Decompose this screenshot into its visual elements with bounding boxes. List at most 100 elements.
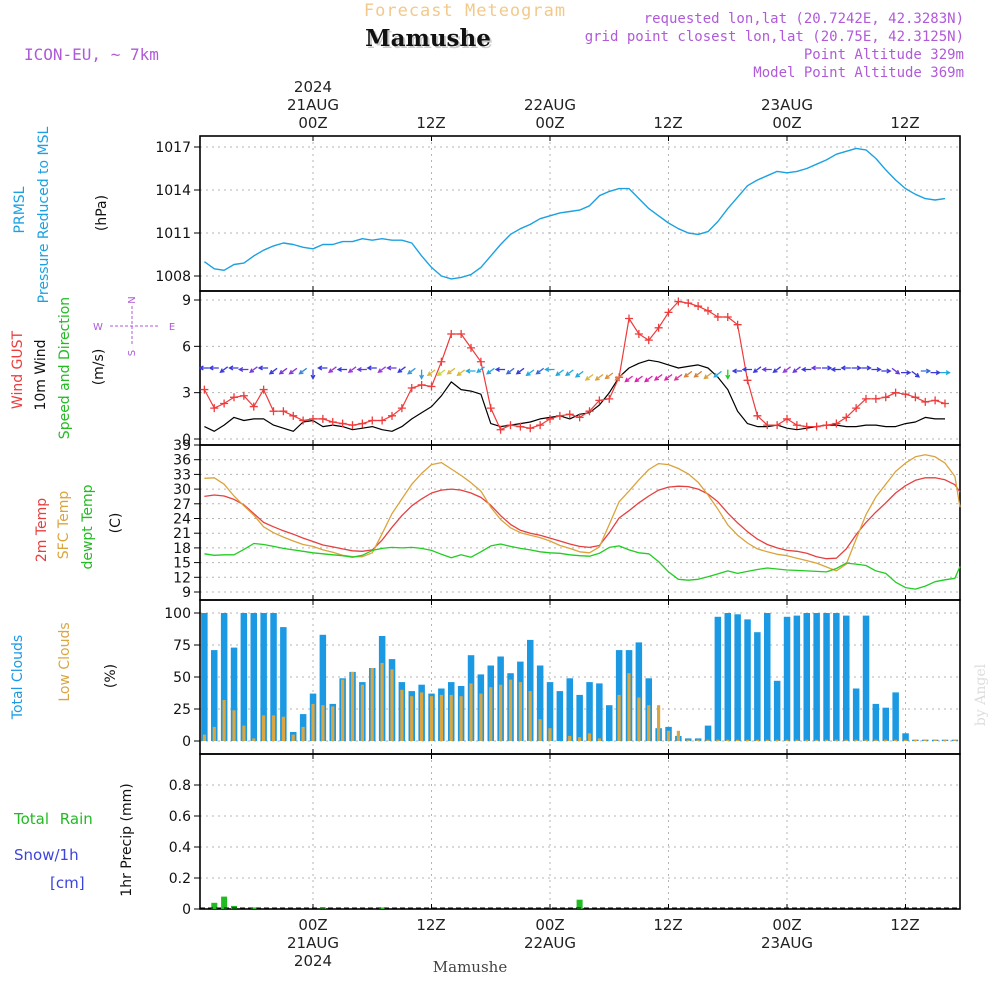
low-cloud-bar-61 — [805, 739, 809, 741]
total-cloud-bar-37 — [566, 678, 573, 741]
top-time-axis: 2024 21AUG 22AUG 23AUG 00Z 12Z 00Z 12Z 0… — [287, 78, 920, 132]
gust-marker-39 — [585, 407, 594, 416]
wind-arrow-42 — [614, 373, 624, 381]
top-tick-2: 12Z — [416, 114, 445, 132]
wind-arrow-29 — [486, 367, 495, 375]
gust-marker-54 — [733, 320, 742, 329]
total-cloud-bar-59 — [783, 616, 791, 741]
total-cloud-bar-51 — [704, 725, 712, 741]
clouds-ytick-label-2: 50 — [173, 670, 191, 686]
wind-arrow-3 — [228, 365, 239, 371]
low-cloud-bar-20 — [400, 689, 404, 741]
low-cloud-bar-42 — [617, 694, 621, 741]
low-cloud-bar-40 — [597, 738, 601, 741]
wind-arrow-19 — [386, 365, 397, 371]
total-cloud-bar-70 — [892, 692, 899, 741]
wind-arrow-40 — [594, 373, 604, 381]
wind-gust-line — [203, 300, 946, 431]
total-cloud-bar-54 — [734, 614, 741, 741]
gust-marker-28 — [476, 357, 485, 366]
low-cloud-bar-2 — [222, 700, 226, 741]
low-cloud-bar-37 — [568, 735, 572, 741]
low-cloud-bar-70 — [894, 739, 898, 741]
bottom-tick-6: 12Z — [890, 916, 919, 934]
precip-ytick-label-3: 0.6 — [169, 809, 191, 825]
gust-marker-37 — [565, 410, 574, 419]
wind-arrow-54 — [731, 368, 743, 374]
gust-marker-46 — [654, 323, 663, 332]
bottom-time-axis: 00Z 12Z 00Z 12Z 00Z 12Z 21AUG 22AUG 23AU… — [287, 916, 920, 970]
wind-arrow-36 — [555, 369, 564, 377]
wind-ytick-label-3: 9 — [182, 293, 191, 309]
gust-marker-21 — [407, 384, 416, 393]
gust-marker-32 — [516, 422, 525, 431]
low-cloud-bar-57 — [765, 739, 769, 741]
top-date-1: 21AUG — [287, 96, 339, 114]
low-cloud-bar-17 — [370, 668, 374, 741]
low-cloud-bar-38 — [578, 737, 582, 741]
total-cloud-bar-66 — [852, 688, 860, 741]
label-hpa: (hPa) — [94, 195, 110, 231]
label-1hr-precip: 1hr Precip (mm) — [119, 783, 135, 896]
low-cloud-bar-51 — [706, 739, 710, 741]
label-2m-temp: 2m Temp — [34, 498, 50, 562]
low-cloud-bar-60 — [795, 739, 799, 741]
low-cloud-bar-15 — [350, 671, 355, 741]
total-cloud-bar-60 — [793, 615, 801, 741]
gust-marker-31 — [506, 421, 515, 430]
low-cloud-bar-53 — [726, 739, 730, 741]
gust-marker-26 — [457, 329, 466, 338]
low-cloud-bar-14 — [341, 679, 345, 741]
gust-marker-16 — [358, 419, 367, 428]
temperature-ytick-label-8: 33 — [173, 467, 191, 483]
label-low-clouds: Low Clouds — [57, 622, 73, 701]
total-cloud-bar-6 — [260, 613, 267, 741]
low-cloud-bar-24 — [439, 694, 443, 741]
low-cloud-bar-16 — [360, 684, 364, 741]
low-cloud-bar-35 — [548, 728, 552, 741]
gust-marker-45 — [644, 336, 653, 345]
total-cloud-bar-34 — [536, 665, 544, 741]
gust-marker-24 — [437, 357, 446, 366]
wind-arrow-73 — [920, 368, 932, 374]
gust-marker-11 — [309, 414, 317, 423]
total-cloud-bar-7 — [270, 613, 277, 741]
low-cloud-bar-3 — [232, 710, 236, 741]
total-cloud-bar-68 — [872, 703, 880, 741]
gust-marker-44 — [634, 329, 643, 338]
low-cloud-bar-67 — [864, 739, 868, 741]
label-dewpt-temp: dewpt Temp — [80, 484, 96, 569]
low-cloud-bar-54 — [736, 739, 740, 741]
gust-marker-58 — [773, 421, 782, 430]
total-cloud-bar-63 — [823, 613, 830, 741]
wind-arrow-6 — [257, 365, 269, 371]
wind-ytick-label-0: 0 — [182, 432, 191, 448]
wind-arrow-49 — [683, 370, 693, 378]
wind-arrow-23 — [426, 369, 436, 377]
rain-bar-2 — [231, 905, 237, 909]
wind-arrow-62 — [810, 365, 822, 371]
wind-arrow-34 — [535, 367, 545, 375]
low-cloud-bar-34 — [538, 719, 542, 741]
wind-arrow-13 — [327, 366, 337, 374]
low-cloud-bar-59 — [785, 739, 789, 741]
wind-arrow-39 — [584, 373, 594, 381]
low-cloud-bar-62 — [815, 739, 819, 741]
total-cloud-bar-52 — [714, 616, 722, 741]
bottom-tick-5: 00Z — [772, 916, 801, 934]
low-cloud-bar-39 — [587, 733, 592, 741]
label-percent: (%) — [103, 664, 119, 688]
precip-ytick-label-4: 0.8 — [169, 778, 191, 794]
wind-arrow-46 — [653, 373, 663, 381]
wind-arrow-27 — [465, 368, 476, 374]
gust-marker-36 — [555, 411, 564, 420]
wind-arrow-31 — [505, 367, 515, 375]
low-cloud-bar-55 — [745, 739, 750, 741]
total-cloud-bar-1 — [211, 650, 218, 741]
wind-arrow-0 — [198, 365, 209, 371]
wind-arrow-44 — [634, 375, 643, 383]
temperature-ytick-label-0: 9 — [182, 585, 191, 601]
pressure-ytick-label-3: 1017 — [155, 140, 191, 156]
gust-marker-62 — [812, 422, 821, 431]
gust-marker-51 — [704, 306, 712, 315]
